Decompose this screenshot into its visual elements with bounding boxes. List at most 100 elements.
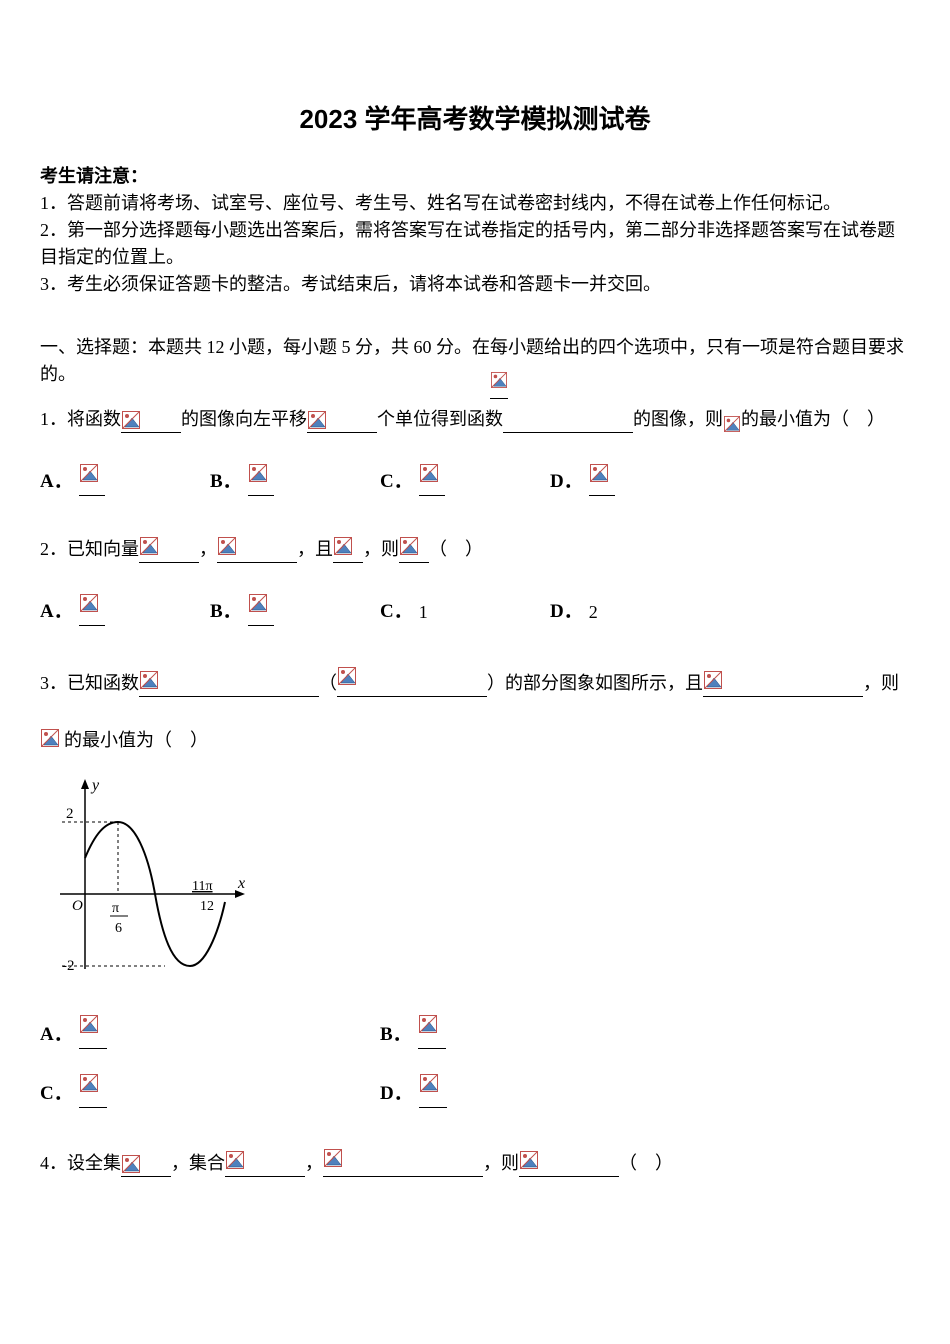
- formula-placeholder: [79, 593, 105, 626]
- formula-placeholder: [248, 593, 274, 626]
- q3-line2-text: 的最小值为（ ）: [64, 727, 208, 754]
- q3-options-row1: A． B．: [40, 1014, 910, 1049]
- q1-options: A． B． C． D．: [40, 463, 910, 496]
- instructions-block: 考生请注意： 1．答题前请将考场、试室号、座位号、考生号、姓名写在试卷密封线内，…: [40, 163, 910, 298]
- formula-placeholder: [399, 536, 429, 563]
- formula-placeholder: [723, 415, 741, 433]
- q2-option-a: A．: [40, 593, 210, 626]
- question-3: 3． 已知函数 （ ）的部分图象如图所示，且 ，则 的最小值为（ ） y: [40, 666, 910, 1108]
- q1-text-4: 的最小值为（ ）: [741, 406, 885, 433]
- formula-placeholder: [139, 670, 319, 697]
- q1-text-2: 个单位得到函数: [377, 406, 503, 433]
- q1-text-3: 的图像，则: [633, 406, 723, 433]
- formula-placeholder: [121, 410, 181, 433]
- page-title: 2023 学年高考数学模拟测试卷: [40, 100, 910, 139]
- formula-placeholder: [333, 536, 363, 563]
- q1-num: 1．: [40, 406, 67, 433]
- q2-text-2: ，且: [297, 536, 333, 563]
- q1-option-d: D．: [550, 463, 720, 496]
- instructions-header: 考生请注意：: [40, 163, 910, 190]
- q1-text-0: 将函数: [67, 406, 121, 433]
- q1-text-1: 的图像向左平移: [181, 406, 307, 433]
- q1-option-c: C．: [380, 463, 550, 496]
- amp-bottom-label: -2: [62, 958, 75, 974]
- q3-option-d: D．: [380, 1073, 720, 1108]
- formula-placeholder: [225, 1150, 305, 1177]
- question-1: 1． 将函数 的图像向左平移 个单位得到函数 的图像，则 的最小值为（ ） A．…: [40, 406, 910, 496]
- q3-option-a: A．: [40, 1014, 380, 1049]
- q3-text-3: ，则: [863, 670, 899, 697]
- instructions-line-2: 2．第一部分选择题每小题选出答案后，需将答案写在试卷指定的括号内，第二部分非选择…: [40, 217, 910, 271]
- q1-option-b: B．: [210, 463, 380, 496]
- instructions-line-3: 3．考生必须保证答题卡的整洁。考试结束后，请将本试卷和答题卡一并交回。: [40, 271, 910, 298]
- formula-placeholder: [519, 1150, 619, 1177]
- q3-option-c: C．: [40, 1073, 380, 1108]
- q3-text-2: ）的部分图象如图所示，且: [487, 670, 703, 697]
- formula-blank: [503, 432, 633, 433]
- formula-placeholder: [79, 1073, 107, 1108]
- formula-placeholder: [217, 536, 297, 563]
- formula-placeholder: [419, 1073, 447, 1108]
- xtick2-num: 11π: [192, 879, 213, 894]
- formula-placeholder: [337, 666, 487, 697]
- exam-page: 2023 学年高考数学模拟测试卷 考生请注意： 1．答题前请将考场、试室号、座位…: [0, 0, 950, 1217]
- q2-text-3: ，则: [363, 536, 399, 563]
- formula-placeholder: [703, 670, 863, 697]
- option-label-a: A．: [40, 1021, 73, 1050]
- q2-option-b: B．: [210, 593, 380, 626]
- q2-text-0: 已知向量: [67, 536, 139, 563]
- formula-placeholder: [418, 1014, 446, 1049]
- formula-placeholder: [419, 463, 445, 496]
- formula-placeholder: [248, 463, 274, 496]
- question-2: 2． 已知向量 ， ，且 ，则 （ ） A． B． C． 1: [40, 536, 910, 626]
- q2-option-d: D． 2: [550, 598, 720, 627]
- q3-option-b: B．: [380, 1014, 720, 1049]
- q3-num: 3．: [40, 670, 67, 697]
- option-label-b: B．: [210, 598, 242, 627]
- q4-num: 4．: [40, 1150, 67, 1177]
- q4-text-1: ，集合: [171, 1150, 225, 1177]
- formula-placeholder: [79, 1014, 107, 1049]
- formula-placeholder: [307, 410, 377, 433]
- option-label-c: C．: [380, 468, 413, 497]
- sine-graph-svg: y x O 2 -2 π 6 11π 12: [40, 774, 250, 984]
- q4-text-0: 设全集: [67, 1150, 121, 1177]
- instructions-line-1: 1．答题前请将考场、试室号、座位号、考生号、姓名写在试卷密封线内，不得在试卷上作…: [40, 190, 910, 217]
- formula-placeholder: [589, 463, 615, 496]
- q3-text-1: （: [319, 670, 337, 697]
- formula-placeholder: [139, 536, 199, 563]
- q2-option-c: C． 1: [380, 598, 550, 627]
- option-label-d: D．: [550, 468, 583, 497]
- q4-text-4: （ ）: [619, 1150, 673, 1177]
- section-1-header: 一、选择题：本题共 12 小题，每小题 5 分，共 60 分。在每小题给出的四个…: [40, 334, 910, 388]
- option-label-d: D．: [380, 1080, 413, 1109]
- q2-option-c-text: 1: [419, 599, 428, 626]
- option-label-c: C．: [380, 598, 413, 627]
- q2-options: A． B． C． 1 D． 2: [40, 593, 910, 626]
- option-label-c: C．: [40, 1080, 73, 1109]
- formula-placeholder: [121, 1154, 171, 1177]
- q3-text-0: 已知函数: [67, 670, 139, 697]
- x-axis-label: x: [237, 875, 245, 892]
- q2-num: 2．: [40, 536, 67, 563]
- option-label-a: A．: [40, 598, 73, 627]
- option-label-d: D．: [550, 598, 583, 627]
- xtick2-den: 12: [200, 899, 214, 914]
- q2-text-1: ，: [199, 536, 217, 563]
- option-label-a: A．: [40, 468, 73, 497]
- xtick1-den: 6: [115, 921, 122, 936]
- q3-chart: y x O 2 -2 π 6 11π 12: [40, 774, 910, 984]
- amp-top-label: 2: [66, 806, 74, 822]
- formula-placeholder: [323, 1148, 483, 1177]
- q2-text-4: （ ）: [429, 536, 483, 563]
- formula-placeholder: [490, 370, 508, 399]
- formula-placeholder: [79, 463, 105, 496]
- q4-text-2: ，: [305, 1150, 323, 1177]
- q2-option-d-text: 2: [589, 599, 598, 626]
- formula-placeholder: [40, 728, 64, 754]
- q4-text-3: ，则: [483, 1150, 519, 1177]
- origin-label: O: [72, 898, 83, 914]
- q3-options-row2: C． D．: [40, 1073, 910, 1108]
- xtick1-num: π: [112, 901, 119, 916]
- option-label-b: B．: [210, 468, 242, 497]
